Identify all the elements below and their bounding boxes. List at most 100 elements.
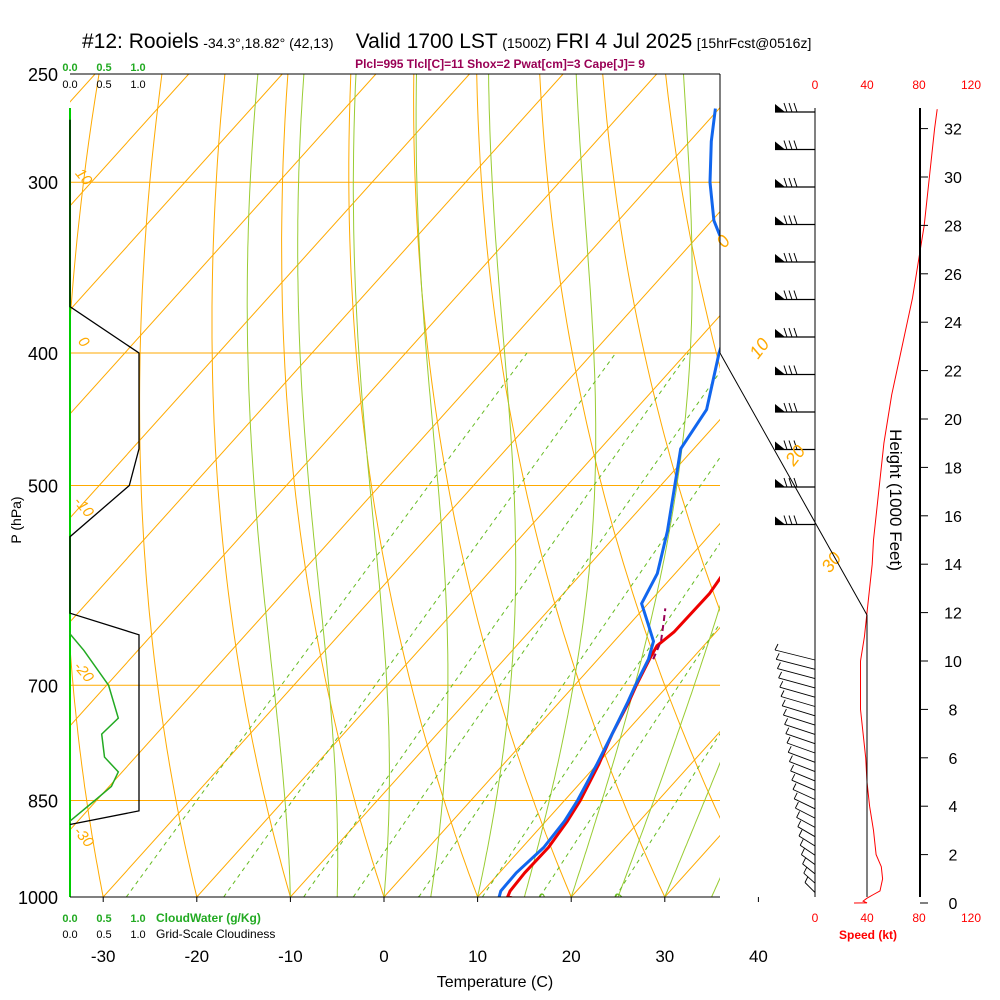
- wind-barb-feather: [793, 440, 798, 450]
- mixing-ratio-line: [418, 456, 720, 897]
- cloudiness-tick-bottom: 0.0: [62, 929, 77, 941]
- mixing-ratio-label: 3: [346, 894, 364, 909]
- mixing-ratio-label: 5: [412, 894, 430, 909]
- wind-barb-feather: [790, 764, 795, 772]
- dry-adiabat: [539, 74, 720, 820]
- height-tick-label: 16: [944, 509, 962, 526]
- wind-barb-feather: [793, 477, 798, 488]
- cloudiness-tick-top: 0.0: [62, 79, 77, 91]
- wind-speed-profile: [853, 109, 938, 904]
- cloud-water-profile: [69, 632, 120, 822]
- isotherm: [70, 74, 283, 311]
- wind-barb-feather: [781, 699, 786, 707]
- wind-barb-feather: [793, 365, 798, 375]
- pressure-tick-label: 400: [28, 344, 58, 364]
- temperature-tick-label: -20: [185, 947, 210, 966]
- wind-barb-feather: [793, 402, 798, 413]
- wind-barb-low: [783, 714, 816, 726]
- wind-barb-flag: [775, 141, 785, 150]
- wind-barb-low: [778, 677, 816, 689]
- dry-adiabat: [476, 74, 666, 897]
- forecast-date: FRI 4 Jul 2025: [555, 30, 693, 53]
- moist-adiabat: [415, 74, 449, 897]
- isotherm: [0, 74, 2, 897]
- wind-barb-feather: [779, 680, 784, 688]
- wind-barb-feather: [783, 102, 788, 113]
- wind-barb-feather: [793, 215, 798, 225]
- wind-barb-low: [798, 835, 816, 847]
- wind-barb-feather: [783, 477, 788, 488]
- wind-barb-feather: [783, 327, 788, 338]
- temperature-tick-label: -30: [91, 947, 116, 966]
- wind-barb-low: [799, 844, 816, 856]
- wind-barb-feather: [783, 252, 788, 263]
- height-tick-label: 28: [944, 218, 962, 235]
- wind-barb-flag: [775, 404, 785, 412]
- moist-adiabat: [617, 604, 720, 897]
- wind-barb-flag: [775, 179, 785, 187]
- chart-title: #12: Rooiels -34.3°,18.82° (42,13) Valid…: [82, 30, 811, 54]
- moist-adiabat: [711, 877, 720, 897]
- pressure-tick-label: 500: [28, 477, 58, 497]
- speed-tick-bottom: 40: [860, 911, 874, 925]
- forecast-info: [15hrFcst@0516z]: [696, 35, 812, 51]
- height-tick-label: 10: [944, 654, 962, 671]
- mixing-ratio-line: [614, 732, 720, 897]
- wind-barb-flag: [775, 366, 785, 375]
- wind-barb-flag: [775, 216, 785, 225]
- height-tick-label: 32: [944, 122, 962, 139]
- temperature-tick-label: 30: [655, 947, 674, 966]
- adiabat-label: 10: [72, 165, 96, 189]
- wind-barb-feather: [783, 177, 788, 188]
- isotherm-label: 30: [817, 548, 845, 576]
- wind-barb-feather: [798, 829, 803, 837]
- pressure-tick-label: 250: [28, 65, 58, 85]
- height-tick-label: 14: [944, 557, 962, 574]
- speed-tick-bottom: 0: [812, 911, 819, 925]
- wind-barb-feather: [784, 718, 789, 725]
- moist-adiabat: [246, 74, 291, 897]
- mixing-ratio-line: [223, 352, 617, 897]
- x-axis-label: Temperature (C): [437, 974, 553, 991]
- wind-barb-low: [790, 770, 816, 782]
- wind-barb-flag: [775, 104, 785, 112]
- height-tick-label: 0: [949, 896, 958, 913]
- wind-barb-feather: [791, 773, 796, 781]
- wind-barb-feather: [783, 290, 788, 300]
- wind-barb-feather: [783, 140, 788, 150]
- wind-barb-feather: [775, 653, 780, 660]
- dry-adiabat: [729, 74, 1000, 897]
- temperature-tick-label: 0: [379, 947, 388, 966]
- speed-tick-bottom: 80: [912, 911, 926, 925]
- wind-barb-feather: [776, 662, 781, 669]
- sounding-series-2: [652, 608, 667, 660]
- wind-barb-feather: [774, 643, 779, 651]
- sounding-indices: Plcl=995 Tlcl[C]=11 Shox=2 Pwat[cm]=3 Ca…: [355, 57, 645, 71]
- pressure-tick-label: 850: [28, 792, 58, 812]
- height-tick-label: 18: [944, 460, 962, 477]
- cloudiness-axis-label: Grid-Scale Cloudiness: [156, 927, 275, 941]
- wind-barb-feather: [783, 365, 788, 375]
- wind-barb-feather: [778, 671, 783, 679]
- adiabat-label: -30: [70, 823, 97, 851]
- height-tick-label: 30: [944, 170, 962, 187]
- mixing-ratio-label: 2: [296, 894, 314, 910]
- wind-barb-feather: [800, 848, 805, 855]
- wind-barb-feather: [793, 327, 798, 338]
- isotherm: [70, 74, 564, 623]
- wind-barb-low: [786, 742, 816, 754]
- temperature-tick-label: 20: [562, 947, 581, 966]
- cloudiness-tick-bottom: 0.5: [96, 929, 111, 941]
- wind-barb-flag: [775, 441, 785, 450]
- wind-barb-low: [791, 779, 816, 791]
- wind-barb-feather: [788, 102, 793, 113]
- height-tick-label: 2: [949, 848, 958, 865]
- mixing-ratio-line: [303, 352, 689, 897]
- wind-barb-low: [784, 723, 816, 735]
- wind-barb-feather: [788, 440, 793, 450]
- wind-barb-low: [774, 649, 816, 661]
- wind-barb-feather: [787, 746, 792, 753]
- cloud-water-tick-top: 0.5: [96, 62, 111, 74]
- wind-barb-low: [803, 872, 816, 884]
